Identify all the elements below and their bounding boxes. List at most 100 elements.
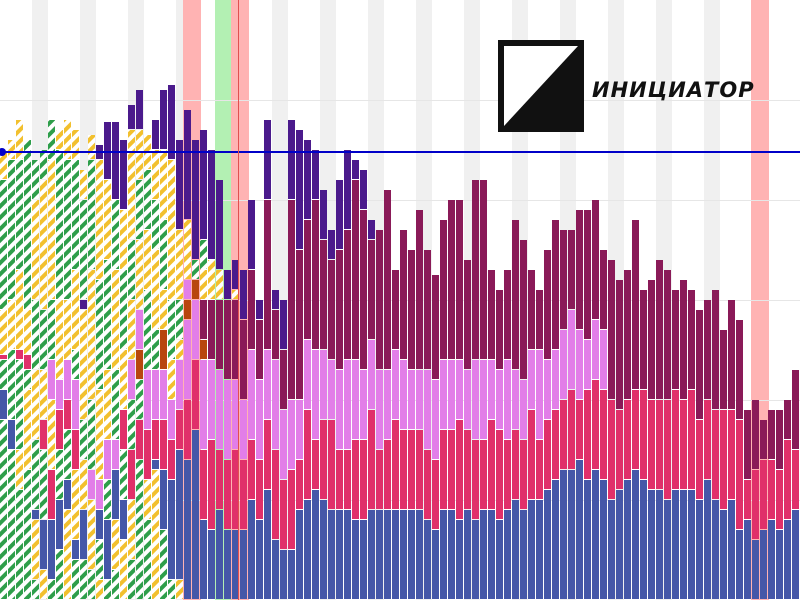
bar-segment-crimson — [192, 360, 199, 429]
bar-segment-violet — [112, 440, 119, 469]
bar-segment-plum — [200, 300, 207, 339]
bar-segment-hatch_yellow — [232, 290, 239, 299]
bar-segment-crimson — [200, 450, 207, 519]
bar-segment-rust — [136, 350, 143, 379]
bar-segment-blue — [664, 500, 671, 599]
bar-segment-crimson — [696, 420, 703, 499]
bar-segment-crimson — [408, 430, 415, 509]
bar-segment-hatch_yellow — [112, 520, 119, 569]
bar-segment-blue — [784, 520, 791, 599]
bar-segment-hatch_yellow — [168, 160, 175, 299]
bar-segment-indigo — [352, 160, 359, 179]
bar-segment-hatch_green — [16, 160, 23, 269]
bar-32 — [256, 300, 263, 599]
bar-segment-violet — [312, 350, 319, 439]
bar-segment-hatch_green — [128, 400, 135, 449]
bar-segment-violet — [528, 350, 535, 409]
bar-segment-blue — [672, 490, 679, 599]
bar-segment-blue — [624, 480, 631, 599]
bar-segment-plum — [768, 410, 775, 459]
bar-segment-rust — [192, 280, 199, 299]
bar-segment-hatch_yellow — [128, 300, 135, 359]
bar-segment-indigo — [80, 300, 87, 309]
bar-44 — [352, 160, 359, 599]
bar-segment-hatch_green — [64, 160, 71, 299]
bar-17 — [136, 90, 143, 599]
bar-segment-crimson — [736, 420, 743, 529]
bar-segment-crimson — [432, 460, 439, 529]
bar-47 — [376, 230, 383, 599]
bar-68 — [544, 250, 551, 599]
bar-segment-hatch_yellow — [176, 340, 183, 359]
bar-segment-plum — [328, 260, 335, 359]
bar-segment-hatch_yellow — [64, 300, 71, 359]
bar-segment-plum — [288, 200, 295, 399]
bar-segment-blue — [592, 470, 599, 599]
bar-segment-plum — [528, 270, 535, 349]
bar-segment-violet — [512, 370, 519, 429]
bar-segment-hatch_green — [144, 520, 151, 599]
bar-11 — [88, 135, 95, 599]
bar-segment-violet — [176, 360, 183, 409]
bar-segment-hatch_yellow — [0, 150, 7, 179]
bar-segment-crimson — [144, 430, 151, 479]
bar-34 — [272, 290, 279, 599]
bar-segment-blue — [576, 460, 583, 599]
bar-segment-hatch_green — [112, 370, 119, 439]
bar-segment-indigo — [152, 120, 159, 149]
bar-segment-plum — [680, 280, 687, 399]
bar-segment-hatch_yellow — [152, 250, 159, 329]
bar-segment-hatch_yellow — [32, 520, 39, 579]
bar-segment-hatch_yellow — [200, 270, 207, 299]
bar-segment-plum — [576, 210, 583, 329]
bar-segment-violet — [560, 330, 567, 399]
bar-segment-crimson — [280, 480, 287, 549]
bar-segment-hatch_green — [80, 560, 87, 599]
bar-segment-indigo — [184, 110, 191, 219]
bar-segment-plum — [472, 180, 479, 359]
bar-segment-indigo — [312, 150, 319, 199]
bar-segment-violet — [224, 380, 231, 459]
bar-segment-blue — [584, 480, 591, 599]
bar-segment-hatch_yellow — [88, 135, 95, 159]
bar-segment-blue — [200, 520, 207, 599]
bar-segment-hatch_green — [152, 330, 159, 369]
bar-segment-hatch_green — [152, 200, 159, 249]
bar-segment-hatch_green — [24, 370, 31, 389]
bar-segment-hatch_yellow — [80, 170, 87, 199]
bar-segment-hatch_yellow — [72, 130, 79, 159]
bar-segment-hatch_green — [192, 260, 199, 279]
bar-61 — [488, 270, 495, 599]
bar-77 — [616, 280, 623, 599]
bar-segment-hatch_yellow — [128, 130, 135, 239]
bar-segment-blue — [688, 490, 695, 599]
bar-segment-hatch_green — [24, 470, 31, 599]
bar-segment-violet — [520, 380, 527, 439]
bar-segment-hatch_green — [64, 430, 71, 479]
bar-segment-crimson — [768, 460, 775, 519]
bar-segment-hatch_green — [48, 120, 55, 159]
bar-segment-crimson — [128, 450, 135, 499]
bars — [0, 85, 799, 599]
bar-segment-violet — [240, 400, 247, 459]
bar-40 — [320, 190, 327, 599]
bar-segment-blue — [272, 540, 279, 599]
bar-segment-indigo — [360, 170, 367, 209]
bar-segment-hatch_green — [80, 200, 87, 299]
bar-segment-plum — [432, 275, 439, 379]
bar-segment-indigo — [128, 105, 135, 129]
bar-segment-hatch_green — [48, 300, 55, 359]
bar-segment-indigo — [304, 140, 311, 219]
bar-segment-rust — [160, 330, 167, 369]
bar-segment-blue — [648, 490, 655, 599]
bar-75 — [600, 250, 607, 599]
bar-segment-hatch_yellow — [176, 230, 183, 299]
bar-segment-indigo — [136, 90, 143, 129]
bar-segment-hatch_green — [168, 580, 175, 599]
bar-segment-violet — [192, 300, 199, 359]
bar-segment-hatch_yellow — [152, 150, 159, 199]
bar-segment-plum — [648, 280, 655, 399]
bar-segment-crimson — [688, 390, 695, 489]
bar-95 — [760, 420, 767, 599]
bar-87 — [696, 310, 703, 599]
